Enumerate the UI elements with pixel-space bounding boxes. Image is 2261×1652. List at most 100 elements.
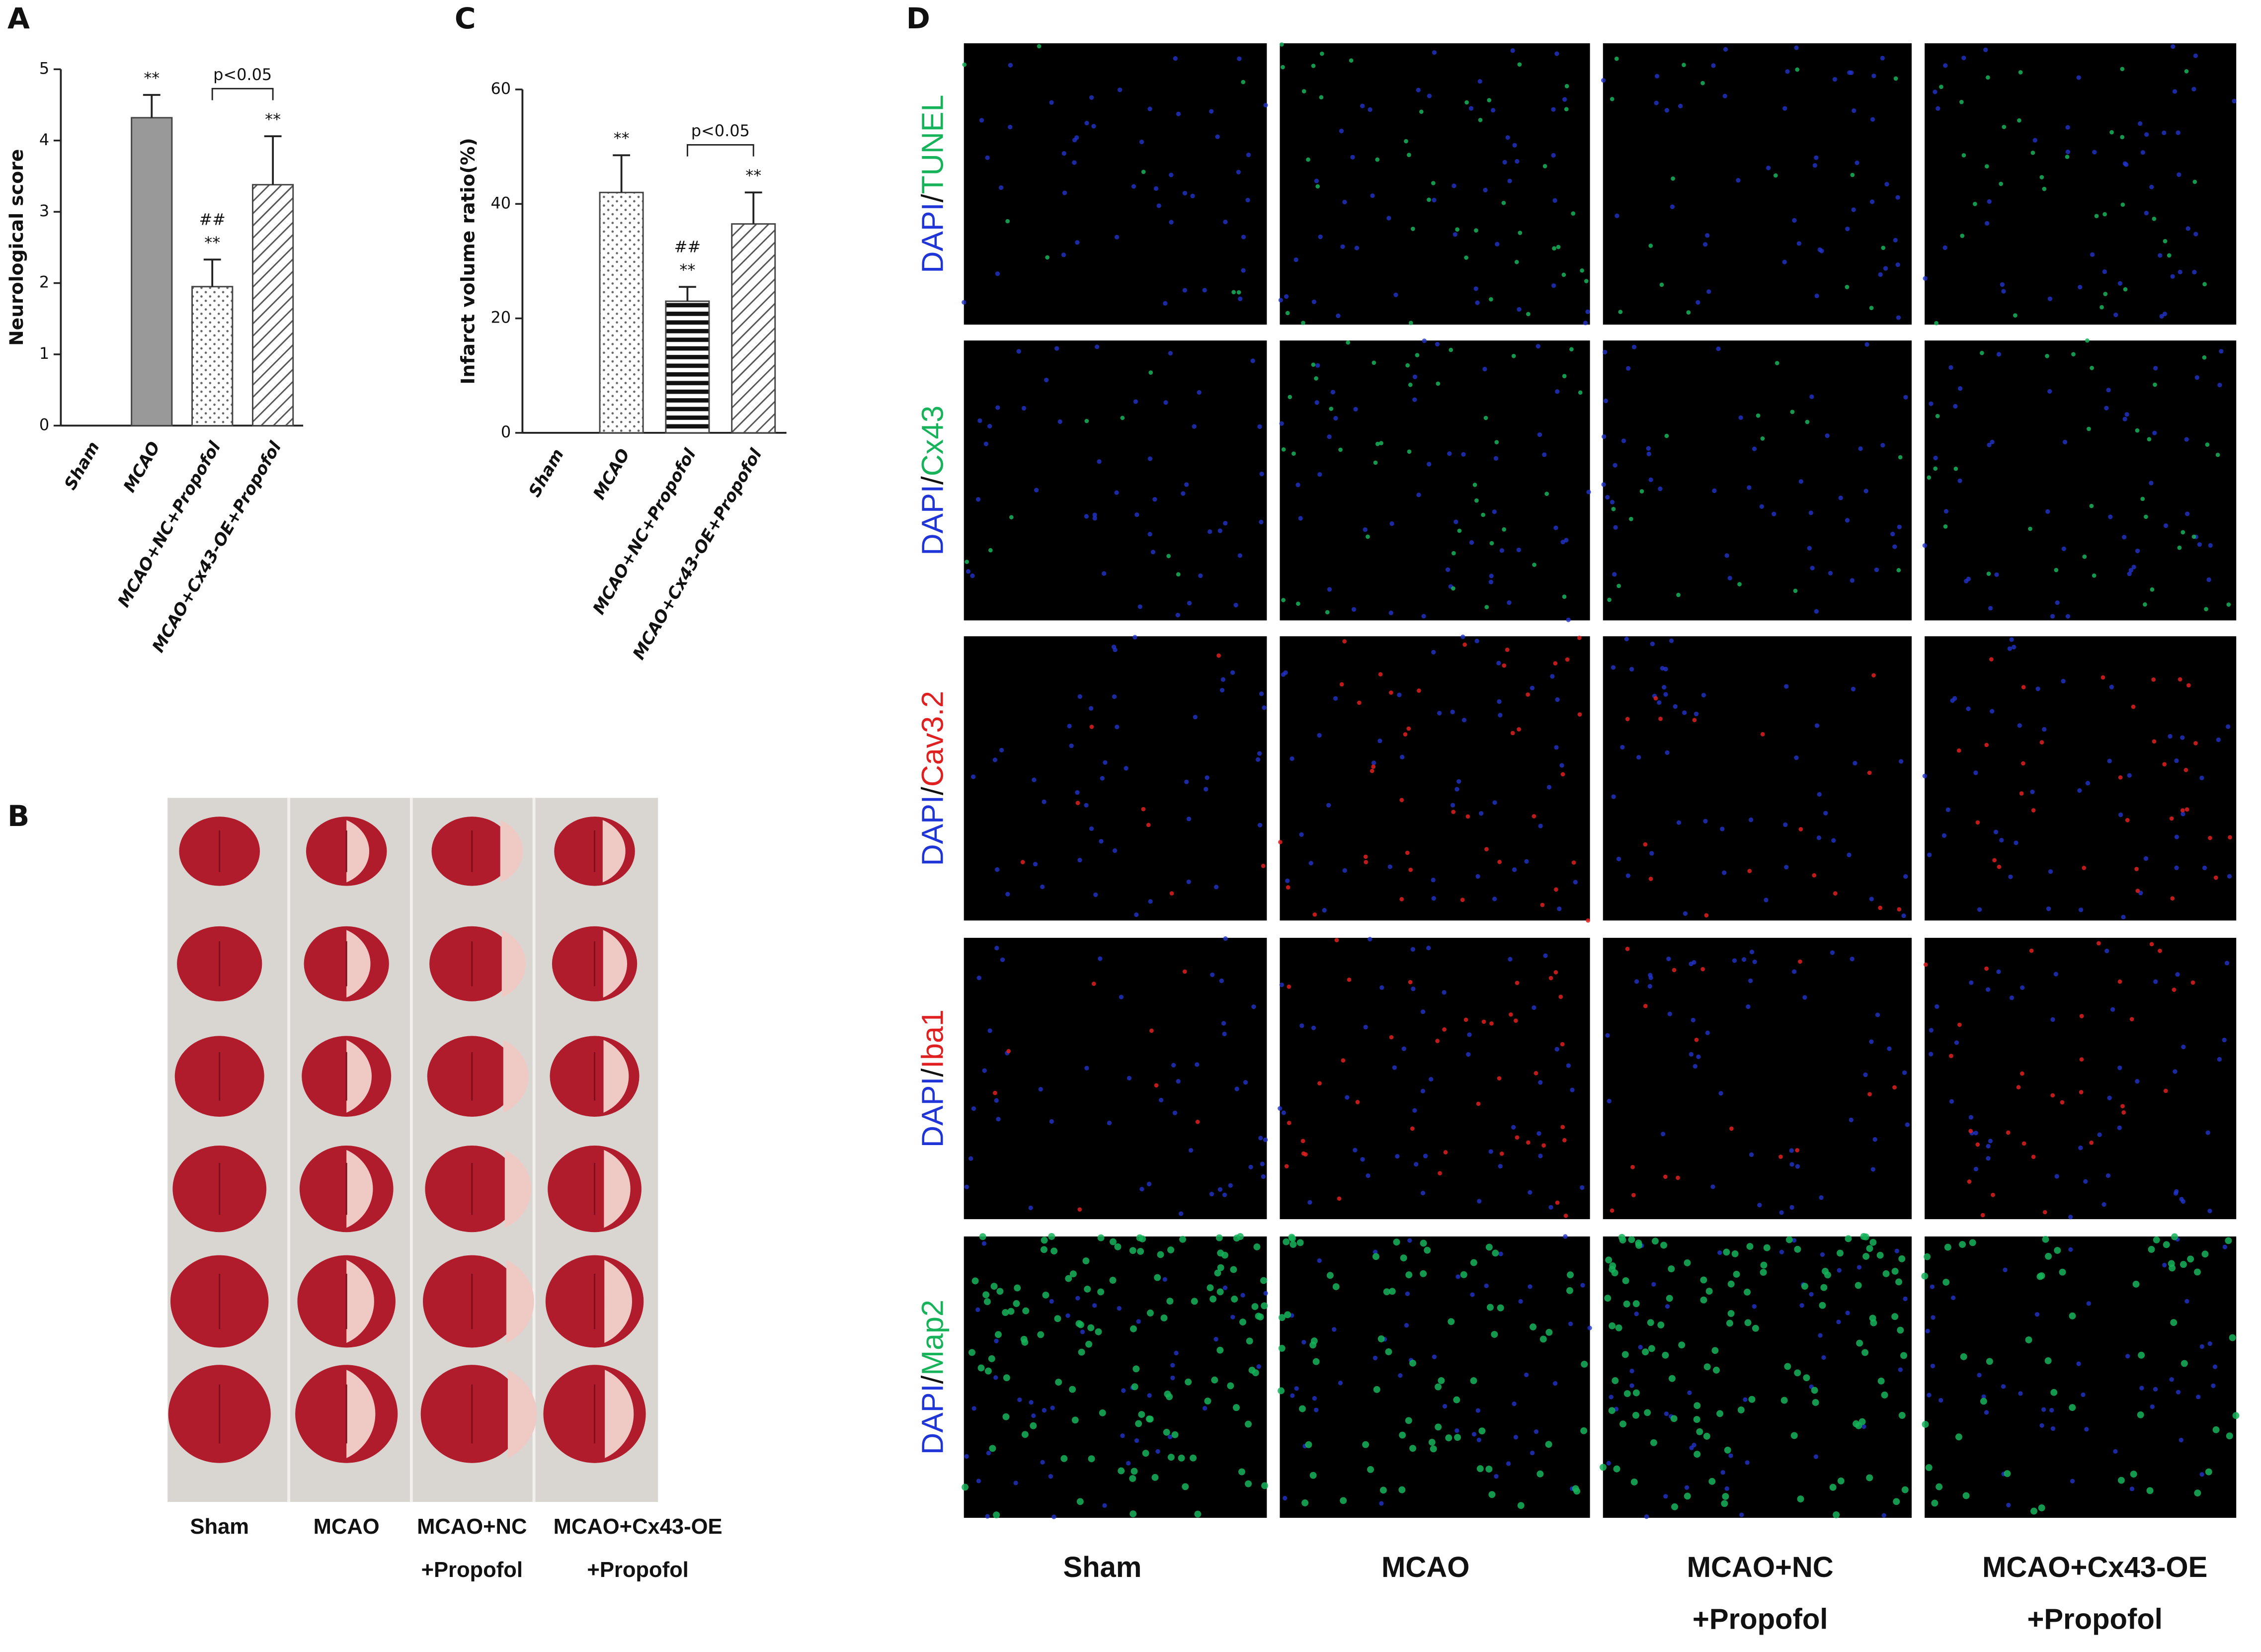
- stain-signal: [1169, 891, 1174, 896]
- nucleus: [1093, 892, 1098, 897]
- nucleus: [1311, 1025, 1316, 1030]
- nucleus: [1819, 1195, 1824, 1200]
- infarct-area: [503, 1040, 529, 1113]
- error-bar: [143, 94, 161, 118]
- nucleus: [1488, 1149, 1493, 1154]
- stain-signal: [2144, 514, 2148, 519]
- infarct-area: [603, 1040, 629, 1113]
- nucleus: [1895, 262, 1900, 267]
- nucleus: [2053, 972, 2058, 977]
- nucleus: [2046, 906, 2051, 911]
- nucleus: [976, 1479, 981, 1484]
- nucleus: [1580, 1185, 1585, 1190]
- micrograph-background: [964, 340, 1267, 621]
- nucleus: [1942, 245, 1947, 250]
- nucleus: [1198, 573, 1203, 578]
- stain-signal: [1317, 1081, 1322, 1086]
- row-label: DAPI/Cx43: [916, 406, 950, 556]
- nucleus: [1691, 1017, 1696, 1023]
- nucleus: [2222, 1244, 2227, 1249]
- stain-signal: [2177, 545, 2182, 550]
- nucleus: [1170, 1375, 1175, 1381]
- nucleus: [1807, 546, 1812, 551]
- nucleus: [1676, 820, 1682, 825]
- stain-signal: [1301, 321, 1305, 326]
- nucleus: [1016, 349, 1021, 354]
- stain-signal: [1572, 1485, 1579, 1492]
- nucleus: [1184, 482, 1189, 487]
- nucleus: [1178, 1211, 1184, 1216]
- stain-signal: [1534, 1071, 1538, 1075]
- nucleus: [1647, 984, 1652, 989]
- stain-signal: [1980, 1398, 1987, 1405]
- nucleus: [1602, 434, 1607, 439]
- stain-signal: [1497, 1304, 1504, 1312]
- nucleus: [2216, 737, 2221, 743]
- error-bar: [203, 258, 221, 287]
- nucleus: [2039, 1423, 2044, 1428]
- nucleus: [1379, 985, 1384, 990]
- nucleus: [1968, 1115, 1974, 1120]
- nucleus: [1134, 512, 1139, 517]
- nucleus: [1040, 1460, 1045, 1465]
- nucleus: [1489, 574, 1494, 578]
- stain-signal: [1510, 731, 1515, 736]
- stain-signal: [1449, 347, 1454, 352]
- nucleus: [1353, 407, 1358, 412]
- nucleus: [1792, 218, 1797, 223]
- nucleus: [1351, 607, 1357, 612]
- nucleus: [1528, 1284, 1533, 1289]
- nucleus: [1658, 486, 1663, 492]
- nucleus: [1990, 439, 1995, 445]
- nucleus: [1209, 109, 1214, 114]
- nucleus: [2174, 758, 2179, 763]
- stain-signal: [1648, 1345, 1655, 1352]
- stain-signal: [1729, 1126, 1734, 1131]
- nucleus: [1181, 491, 1186, 496]
- stain-signal: [1054, 1315, 1061, 1322]
- stain-signal: [1388, 1288, 1396, 1295]
- nucleus: [1749, 1152, 1754, 1157]
- nucleus: [2045, 509, 2050, 514]
- stain-signal: [2135, 889, 2140, 893]
- stain-signal: [1571, 211, 1576, 216]
- nucleus: [1245, 197, 1250, 203]
- nucleus: [1469, 540, 1474, 545]
- stain-signal: [1443, 1150, 1448, 1155]
- nucleus: [1029, 1400, 1034, 1405]
- stain-signal: [1901, 1486, 1909, 1493]
- nucleus: [2162, 1262, 2167, 1268]
- nucleus: [970, 573, 975, 578]
- nucleus: [1261, 1174, 1266, 1179]
- nucleus: [1759, 504, 1764, 509]
- stain-signal: [1580, 268, 1584, 273]
- nucleus: [1748, 817, 1754, 823]
- nucleus: [2194, 375, 2199, 380]
- nucleus: [1966, 706, 1971, 711]
- stain-signal: [1372, 360, 1376, 365]
- stain-signal: [2021, 761, 2025, 766]
- stain-signal: [1785, 1236, 1793, 1243]
- nucleus: [1587, 1325, 1592, 1330]
- nucleus: [1629, 1368, 1634, 1374]
- stain-signal: [1497, 1076, 1502, 1081]
- nucleus: [1717, 1250, 1722, 1255]
- stain-signal: [1217, 1264, 1224, 1271]
- stain-signal: [1612, 1377, 1619, 1384]
- nucleus: [1530, 685, 1535, 690]
- nucleus: [1299, 1023, 1304, 1028]
- nucleus: [2086, 1301, 2091, 1306]
- stain-signal: [1045, 255, 1050, 260]
- nucleus: [1961, 55, 1966, 61]
- stain-signal: [1682, 63, 1686, 68]
- nucleus: [1693, 1064, 1697, 1069]
- nucleus: [1880, 443, 1885, 448]
- nucleus: [1293, 257, 1298, 262]
- micrograph: [1277, 936, 1590, 1220]
- nucleus: [1507, 178, 1512, 183]
- nucleus: [1646, 451, 1651, 457]
- nucleus: [1738, 415, 1743, 420]
- nucleus: [966, 569, 971, 574]
- y-tick-label: 4: [39, 130, 49, 149]
- nucleus: [2199, 1472, 2204, 1477]
